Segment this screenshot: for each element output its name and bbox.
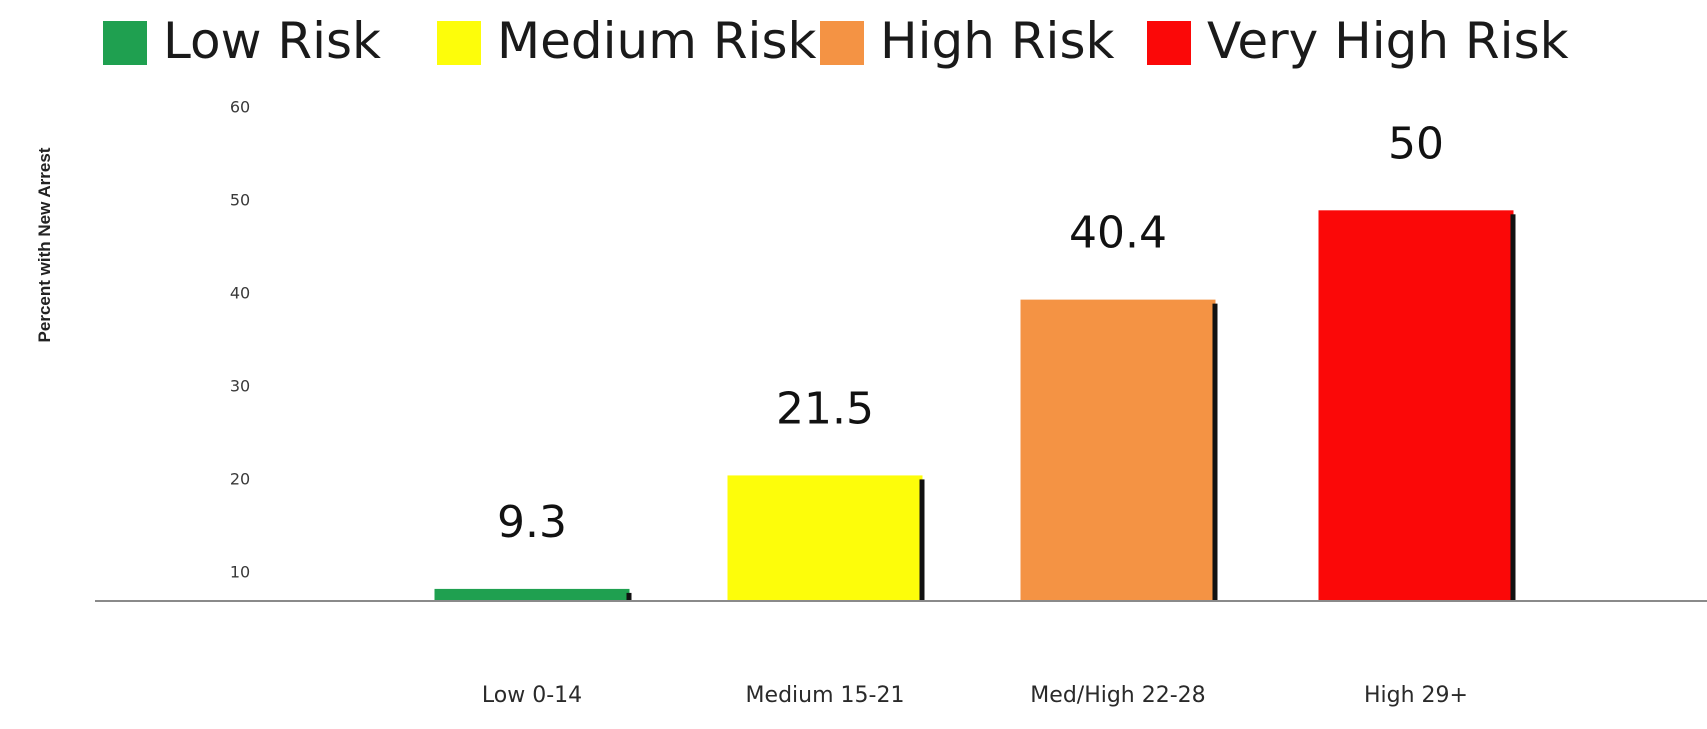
bar-med-high-22-28	[1020, 299, 1216, 601]
y-axis-ticks: 10 20 30 40 50 60	[230, 97, 250, 581]
y-tick-10: 10	[230, 562, 250, 581]
bar-shadow-low-0-14	[626, 592, 632, 601]
legend-swatch-very-high-risk	[1147, 21, 1191, 65]
bar-medium-15-21	[727, 475, 923, 601]
legend-swatch-medium-risk	[437, 21, 481, 65]
bar-low-0-14	[434, 588, 630, 601]
x-tick-high-29: High 29+	[1364, 683, 1468, 708]
legend: Low Risk Medium Risk High Risk Very High Ri…	[103, 12, 1569, 70]
y-axis-label: Percent with New Arrest	[35, 147, 54, 342]
legend-label-very-high-risk: Very High Risk	[1207, 12, 1569, 70]
value-label-low-0-14: 9.3	[497, 497, 567, 548]
bar-shadow-med-high-22-28	[1212, 303, 1218, 601]
y-tick-60: 60	[230, 97, 250, 116]
x-tick-medium-15-21: Medium 15-21	[746, 683, 905, 708]
value-label-med-high-22-28: 40.4	[1069, 208, 1167, 259]
bar-high-29	[1318, 210, 1514, 602]
y-tick-30: 30	[230, 376, 250, 395]
bar-shadow-medium-15-21	[919, 479, 925, 601]
legend-label-medium-risk: Medium Risk	[497, 12, 817, 70]
legend-label-low-risk: Low Risk	[163, 12, 381, 70]
value-label-medium-15-21: 21.5	[776, 383, 874, 434]
y-tick-40: 40	[230, 283, 250, 302]
y-tick-20: 20	[230, 469, 250, 488]
x-axis-ticks: Low 0-14 Medium 15-21 Med/High 22-28 High 2…	[482, 683, 1468, 708]
y-tick-50: 50	[230, 190, 250, 209]
legend-label-high-risk: High Risk	[880, 12, 1114, 70]
x-tick-med-high-22-28: Med/High 22-28	[1030, 683, 1205, 708]
value-label-high-29: 50	[1388, 118, 1444, 169]
bar-shadow-high-29	[1510, 214, 1516, 602]
bars	[434, 210, 1516, 602]
value-labels: 9.3 21.5 40.4 50	[497, 118, 1444, 548]
x-tick-low-0-14: Low 0-14	[482, 683, 582, 708]
legend-swatch-high-risk	[820, 21, 864, 65]
legend-swatch-low-risk	[103, 21, 147, 65]
